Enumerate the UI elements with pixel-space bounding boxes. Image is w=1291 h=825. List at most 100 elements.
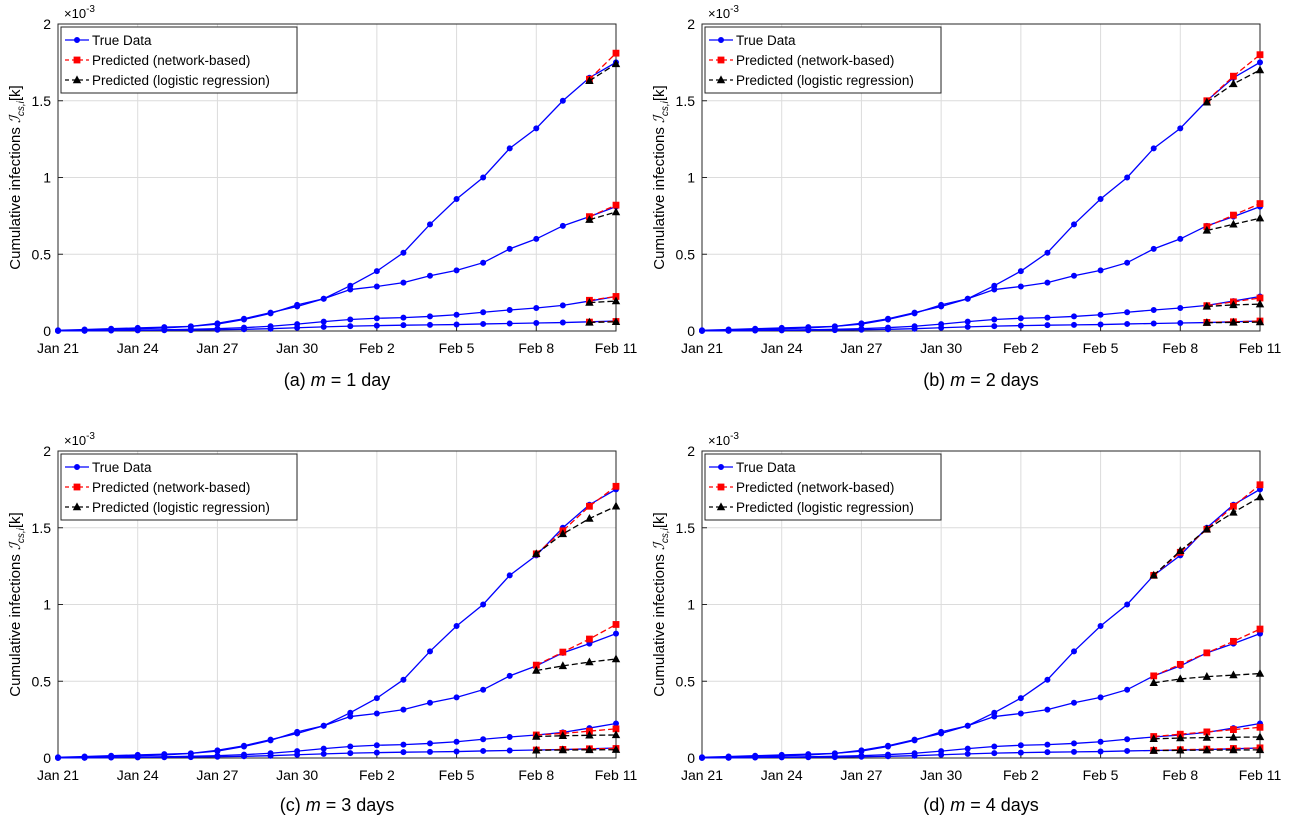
logistic-prediction-point xyxy=(1202,301,1212,310)
x-axis: Jan 21 Jan 24 Jan 27 Jan 30 Feb 2 Feb 5 Feb 8 F… xyxy=(681,753,1281,783)
true-data-point xyxy=(161,754,168,761)
y-axis-label-index: [k] xyxy=(651,85,668,101)
true-data-point xyxy=(506,747,513,754)
network-prediction-point xyxy=(1256,481,1264,489)
true-data-point xyxy=(1124,686,1131,693)
true-data-point xyxy=(1071,221,1078,228)
true-data-point xyxy=(214,326,221,333)
legend: True Data Predicted (network-based) Predic… xyxy=(704,453,942,521)
logistic-prediction-point xyxy=(558,661,568,670)
true-data-point xyxy=(559,302,566,309)
y-tick-label: 0.5 xyxy=(32,246,52,262)
true-data-point xyxy=(991,316,998,323)
x-tick-label: Jan 24 xyxy=(117,340,159,356)
logistic-prediction-point xyxy=(611,745,621,753)
true-data-point xyxy=(294,324,301,331)
y-axis-label-symbol: ℐ xyxy=(7,113,24,123)
true-data-point xyxy=(858,320,865,327)
logistic-prediction-point xyxy=(585,76,594,84)
true-data-point xyxy=(506,306,513,313)
logistic-prediction-point xyxy=(1176,733,1185,742)
true-data-point xyxy=(294,751,301,758)
logistic-prediction-point xyxy=(1255,745,1265,754)
true-data-point xyxy=(1017,710,1024,717)
y-axis-label-index: [k] xyxy=(651,512,668,528)
legend-box xyxy=(60,26,298,94)
true-data-point xyxy=(1124,259,1131,266)
true-data-point xyxy=(885,742,892,749)
x-tick-label: Jan 24 xyxy=(117,767,159,783)
true-data-point xyxy=(426,748,433,755)
x-tick-label: Jan 30 xyxy=(920,340,962,356)
x-tick-label: Jan 24 xyxy=(761,767,803,783)
true-data-point xyxy=(1097,694,1104,701)
true-data-point xyxy=(320,745,327,752)
network-prediction-point xyxy=(612,49,620,57)
true-data-point xyxy=(400,314,407,321)
x-tick-label: Feb 5 xyxy=(439,340,475,356)
true-data-point xyxy=(1097,267,1104,274)
true-data-point xyxy=(991,323,998,330)
logistic-prediction-point xyxy=(1149,678,1158,686)
true-data-point xyxy=(1177,320,1184,327)
logistic-prediction-point xyxy=(611,501,621,510)
chart-panel-3: Jan 21 Jan 24 Jan 27 Jan 30 Feb 2 Feb 5 Feb 8 F… xyxy=(7,431,637,815)
true-data-point xyxy=(964,722,971,729)
logistic-prediction-line xyxy=(589,300,617,304)
network-prediction-point xyxy=(1230,502,1237,510)
caption-label: (d) xyxy=(923,795,950,815)
true-data-point xyxy=(426,740,433,747)
logistic-prediction-point xyxy=(1229,317,1238,326)
true-data-point xyxy=(214,753,221,760)
true-data-point xyxy=(1124,747,1131,754)
caption-value: = 3 days xyxy=(321,795,395,815)
true-data-point xyxy=(506,733,513,740)
true-data-point xyxy=(506,572,513,579)
true-data-point xyxy=(1017,268,1024,275)
true-data-point xyxy=(725,327,732,334)
network-prediction-point xyxy=(1150,672,1158,680)
x-tick-label: Feb 11 xyxy=(595,340,638,356)
true-data-point xyxy=(911,309,918,316)
logistic-prediction-point xyxy=(1176,546,1185,554)
true-data-point xyxy=(506,320,513,327)
logistic-prediction-point xyxy=(1229,300,1238,309)
true-data-point xyxy=(778,327,785,334)
true-data-point xyxy=(1044,741,1051,748)
true-data-point xyxy=(1044,279,1051,286)
true-data-point xyxy=(699,754,706,761)
true-data-point xyxy=(964,318,971,325)
y-tick-label: 2 xyxy=(687,443,695,459)
true-data-point xyxy=(453,311,460,318)
y-axis-label-index: [k] xyxy=(7,512,24,528)
caption-variable: m xyxy=(950,795,965,815)
y-tick-label: 1.5 xyxy=(32,520,52,536)
true-data-line xyxy=(701,488,1261,758)
network-prediction-point xyxy=(612,201,620,209)
true-data-point xyxy=(400,279,407,286)
true-data-point xyxy=(1071,313,1078,320)
true-data-point xyxy=(831,327,838,334)
true-data-point xyxy=(1071,272,1078,279)
y-axis-label-text: Cumulative infections xyxy=(7,554,24,697)
true-data-point xyxy=(373,322,380,329)
caption-variable: m xyxy=(311,370,326,390)
true-data-point xyxy=(453,694,460,701)
y-axis-label: Cumulative infections ℐcs,i[k] xyxy=(7,512,27,696)
legend-marker xyxy=(716,75,726,84)
true-data-point xyxy=(347,750,354,757)
x-tick-label: Feb 2 xyxy=(359,340,395,356)
legend-marker xyxy=(74,463,81,470)
y-tick-label: 0 xyxy=(43,750,51,766)
x-tick-label: Jan 30 xyxy=(920,767,962,783)
y-tick-label: 0.5 xyxy=(676,673,696,689)
axis-exponent-base: ×10 xyxy=(708,6,730,21)
true-data-point xyxy=(453,321,460,328)
network-prediction-point xyxy=(559,648,567,656)
logistic-prediction-line xyxy=(589,321,617,324)
true-data-point xyxy=(1097,738,1104,745)
subfigure-caption: (b) m = 2 days xyxy=(923,370,1039,390)
true-data-point xyxy=(347,323,354,330)
logistic-prediction-point xyxy=(1229,745,1238,754)
legend-marker xyxy=(717,483,725,491)
